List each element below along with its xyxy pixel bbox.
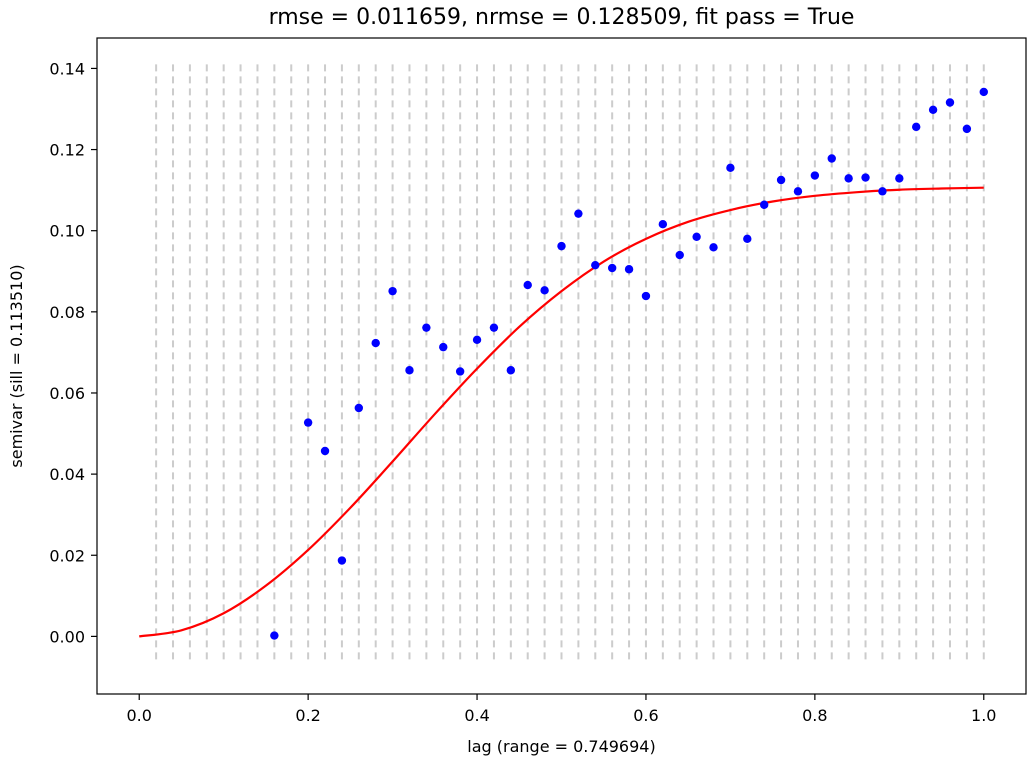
data-point: [962, 124, 972, 134]
data-point: [422, 323, 431, 332]
data-point: [354, 403, 364, 413]
data-point: [607, 263, 617, 273]
y-tick-label: 0.10: [49, 222, 85, 241]
bin-edge-lines: [155, 64, 985, 664]
y-tick-label: 0.04: [49, 465, 85, 484]
data-point: [557, 241, 566, 251]
data-point: [979, 87, 988, 97]
data-point: [455, 367, 465, 376]
data-point: [692, 232, 701, 241]
data-point: [624, 265, 634, 274]
y-tick-label: 0.00: [49, 627, 85, 646]
data-point: [388, 286, 397, 296]
data-point: [726, 163, 735, 173]
x-tick-label: 0.6: [633, 706, 658, 725]
data-point: [641, 291, 651, 301]
y-tick-label: 0.06: [49, 384, 85, 403]
x-tick-label: 0.4: [464, 706, 489, 725]
y-axis-ticks: 0.00 0.02 0.04 0.06 0.08 0.10 0.12 0.14: [49, 59, 97, 646]
data-point: [574, 209, 583, 218]
plot-frame: [96, 37, 1027, 695]
y-tick-label: 0.08: [49, 303, 85, 322]
y-tick-label: 0.12: [49, 141, 85, 160]
data-point: [928, 105, 938, 115]
data-point: [793, 187, 803, 196]
data-point: [861, 173, 870, 182]
data-point: [439, 342, 448, 352]
data-point: [759, 200, 769, 209]
data-point: [709, 243, 718, 252]
x-tick-label: 1.0: [971, 706, 996, 725]
data-point: [523, 280, 532, 290]
data-point: [844, 174, 853, 183]
model-curve-group: [139, 186, 984, 638]
data-point: [945, 98, 955, 107]
x-axis-label: lag (range = 0.749694): [467, 737, 655, 756]
data-point: [472, 335, 482, 345]
data-points: [270, 87, 988, 640]
data-point: [371, 338, 380, 348]
data-point: [540, 286, 549, 295]
data-point: [743, 234, 752, 244]
data-point: [810, 171, 820, 180]
data-point: [320, 446, 330, 456]
data-point: [658, 220, 668, 229]
data-point: [776, 175, 786, 185]
data-point: [827, 154, 836, 163]
x-tick-label: 0.0: [127, 706, 152, 725]
data-point: [878, 187, 887, 196]
y-tick-label: 0.14: [49, 59, 85, 78]
x-tick-label: 0.8: [802, 706, 827, 725]
x-tick-label: 0.2: [295, 706, 320, 725]
model-curve-line: [139, 186, 984, 638]
y-tick-label: 0.02: [49, 546, 85, 565]
data-point: [270, 631, 279, 640]
data-point: [303, 418, 313, 427]
x-axis-ticks: 0.0 0.2 0.4 0.6 0.8 1.0: [127, 694, 996, 725]
data-point: [405, 366, 414, 375]
y-axis-label: semivar (sill = 0.113510): [7, 264, 26, 467]
data-point: [591, 260, 600, 270]
data-point: [675, 250, 684, 260]
data-point: [489, 323, 499, 332]
data-point: [337, 556, 347, 565]
data-point: [912, 122, 921, 132]
data-point: [506, 366, 516, 375]
data-point: [895, 174, 904, 183]
chart-title: rmse = 0.011659, nrmse = 0.128509, fit p…: [269, 5, 855, 30]
